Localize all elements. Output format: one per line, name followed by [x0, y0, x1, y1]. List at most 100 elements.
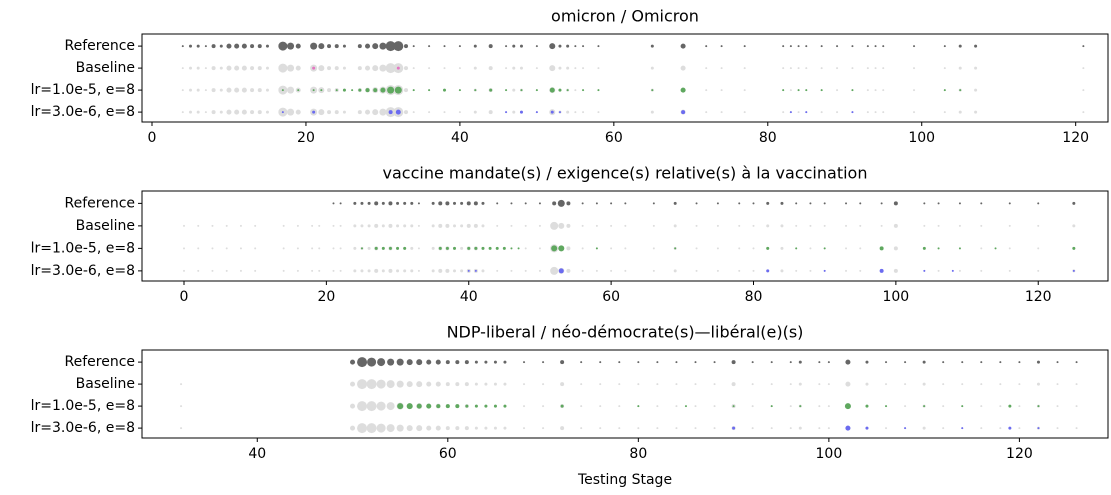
dot — [535, 45, 538, 48]
dot — [335, 89, 338, 92]
dot — [428, 67, 431, 70]
dot — [999, 361, 1002, 364]
dot — [1082, 67, 1085, 70]
dot — [673, 269, 677, 273]
dot — [595, 224, 598, 227]
dot — [367, 269, 371, 273]
x-tick-label: 100 — [908, 130, 935, 146]
dot — [650, 110, 654, 114]
dot — [958, 110, 962, 114]
dot — [695, 202, 698, 205]
dot — [558, 268, 564, 274]
dot — [937, 269, 940, 272]
dot — [695, 247, 698, 250]
row-label: Reference — [65, 195, 136, 211]
dot — [239, 224, 242, 227]
dot — [827, 427, 830, 430]
dot — [219, 66, 223, 70]
dot — [566, 89, 569, 92]
dot — [618, 427, 621, 430]
dot — [597, 111, 600, 114]
dot — [416, 381, 423, 388]
dot — [445, 268, 450, 273]
dot — [845, 247, 848, 250]
dot — [481, 201, 485, 205]
dot — [397, 403, 404, 410]
dot — [211, 88, 216, 93]
dot — [211, 247, 214, 250]
dot — [505, 67, 508, 70]
dot — [428, 45, 431, 48]
dot — [874, 67, 877, 70]
dot — [458, 111, 461, 114]
dot — [558, 44, 562, 48]
dot — [922, 246, 926, 250]
dot — [353, 269, 357, 273]
dot — [738, 224, 741, 227]
dot — [656, 361, 659, 364]
dot — [211, 110, 216, 115]
dot — [1082, 45, 1085, 48]
dot — [805, 67, 808, 70]
dot — [904, 427, 907, 430]
dot — [342, 88, 346, 92]
dot — [332, 202, 335, 205]
dot — [342, 66, 346, 70]
dot — [512, 88, 516, 92]
dot — [798, 360, 802, 364]
dot — [460, 224, 464, 228]
dot — [542, 383, 545, 386]
dot — [524, 247, 527, 250]
dot — [388, 223, 393, 228]
dot — [318, 43, 325, 50]
dot — [241, 109, 247, 115]
dot — [311, 224, 314, 227]
dot — [731, 382, 736, 387]
dot — [893, 268, 898, 273]
dot — [374, 268, 379, 273]
dot — [265, 66, 269, 70]
dot — [455, 360, 460, 365]
dot — [558, 222, 565, 229]
dot — [1056, 383, 1059, 386]
dot — [327, 44, 332, 49]
dot — [1037, 269, 1040, 272]
dot — [652, 202, 655, 205]
dot — [241, 65, 247, 71]
dot — [1056, 361, 1059, 364]
dot — [431, 224, 435, 228]
dot — [680, 43, 686, 49]
dot — [493, 360, 497, 364]
dot — [360, 201, 364, 205]
dot — [882, 45, 885, 48]
dot — [675, 361, 678, 364]
dot — [743, 67, 746, 70]
dot — [376, 401, 386, 411]
dot — [466, 201, 471, 206]
dot — [557, 199, 565, 207]
x-tick-label: 0 — [148, 130, 157, 146]
dot — [1075, 427, 1078, 430]
dot — [845, 269, 848, 272]
dot — [219, 110, 223, 114]
dot — [386, 402, 395, 411]
dot — [453, 246, 457, 250]
dot — [882, 89, 885, 92]
dot — [512, 110, 516, 114]
dot — [827, 361, 830, 364]
dot — [393, 41, 404, 52]
dot — [410, 269, 414, 273]
dot — [674, 247, 677, 250]
dot — [404, 110, 409, 115]
dot — [474, 246, 478, 250]
dot — [566, 110, 570, 114]
dot — [680, 65, 686, 71]
dot — [713, 405, 716, 408]
dot — [287, 86, 295, 94]
dot — [410, 201, 414, 205]
dot — [818, 405, 821, 408]
dot — [484, 360, 488, 364]
row-label: Reference — [65, 38, 136, 54]
dot — [365, 88, 370, 93]
dot — [388, 110, 393, 115]
